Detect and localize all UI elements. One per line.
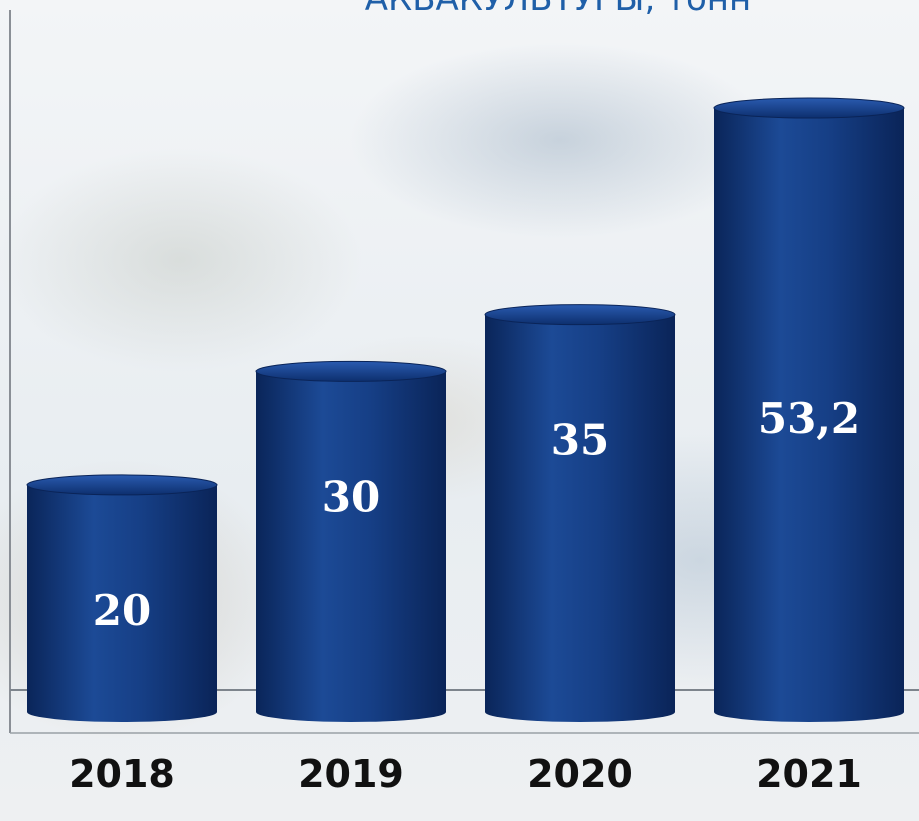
value-label: 53,2 [758,394,860,443]
value-label: 20 [93,586,151,635]
value-label: 35 [551,416,609,465]
bar-2019 [255,360,447,722]
category-label: 2020 [527,752,633,796]
value-label: 30 [322,472,380,521]
chart-title: АКВАКУЛЬТУРЫ, тонн [365,0,751,19]
category-label: 2021 [756,752,862,796]
bar-2018 [26,474,218,722]
category-label: 2019 [298,752,404,796]
bar-2021 [713,97,905,722]
bar-2020 [484,304,676,722]
category-label: 2018 [69,752,175,796]
